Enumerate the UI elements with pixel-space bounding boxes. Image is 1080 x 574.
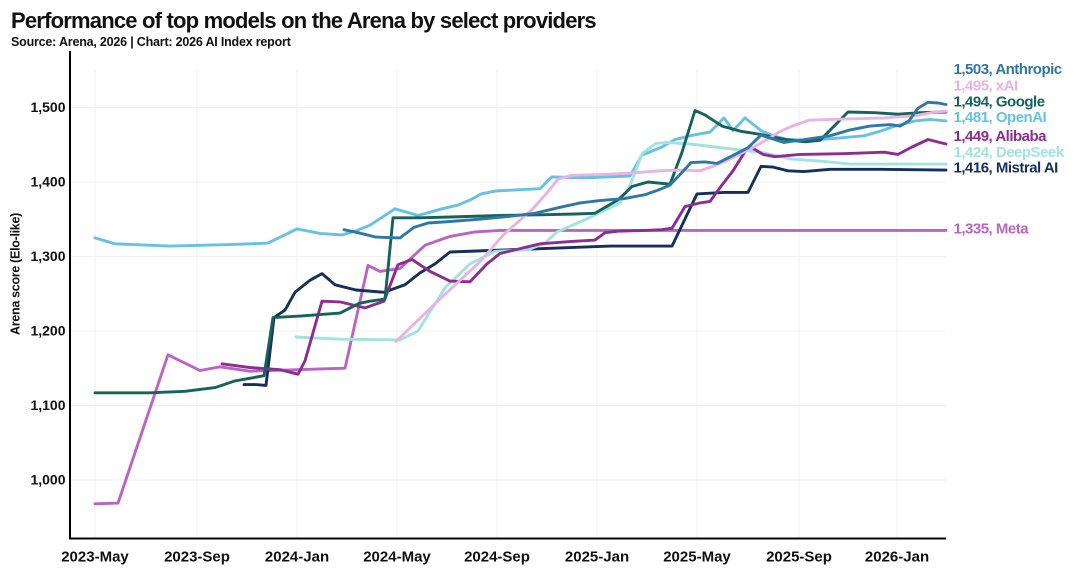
svg-text:1,424, DeepSeek: 1,424, DeepSeek (954, 144, 1065, 161)
svg-text:1,503, Anthropic: 1,503, Anthropic (954, 61, 1062, 78)
svg-text:Arena score (Elo-like): Arena score (Elo-like) (9, 213, 23, 335)
svg-text:1,400: 1,400 (30, 174, 65, 190)
svg-text:1,481, OpenAI: 1,481, OpenAI (954, 109, 1047, 126)
svg-text:2024-May: 2024-May (363, 549, 431, 566)
svg-text:1,416, Mistral AI: 1,416, Mistral AI (954, 160, 1059, 177)
svg-text:1,100: 1,100 (30, 397, 65, 413)
svg-text:1,500: 1,500 (30, 99, 65, 115)
svg-text:2024-Jan: 2024-Jan (265, 549, 329, 566)
svg-text:1,000: 1,000 (30, 472, 65, 488)
svg-text:2023-May: 2023-May (61, 549, 129, 566)
svg-text:1,494, Google: 1,494, Google (954, 93, 1045, 110)
svg-text:2025-Sep: 2025-Sep (766, 549, 832, 566)
svg-text:1,335, Meta: 1,335, Meta (954, 221, 1030, 238)
svg-text:2025-Jan: 2025-Jan (565, 549, 629, 566)
svg-text:2026-Jan: 2026-Jan (865, 549, 929, 566)
svg-text:1,300: 1,300 (30, 248, 65, 264)
svg-text:1,449, Alibaba: 1,449, Alibaba (954, 128, 1048, 145)
svg-text:2023-Sep: 2023-Sep (164, 549, 230, 566)
svg-text:1,200: 1,200 (30, 323, 65, 339)
svg-text:2025-May: 2025-May (663, 549, 731, 566)
svg-text:2024-Sep: 2024-Sep (464, 549, 530, 566)
svg-text:1,495, xAI: 1,495, xAI (954, 78, 1019, 95)
